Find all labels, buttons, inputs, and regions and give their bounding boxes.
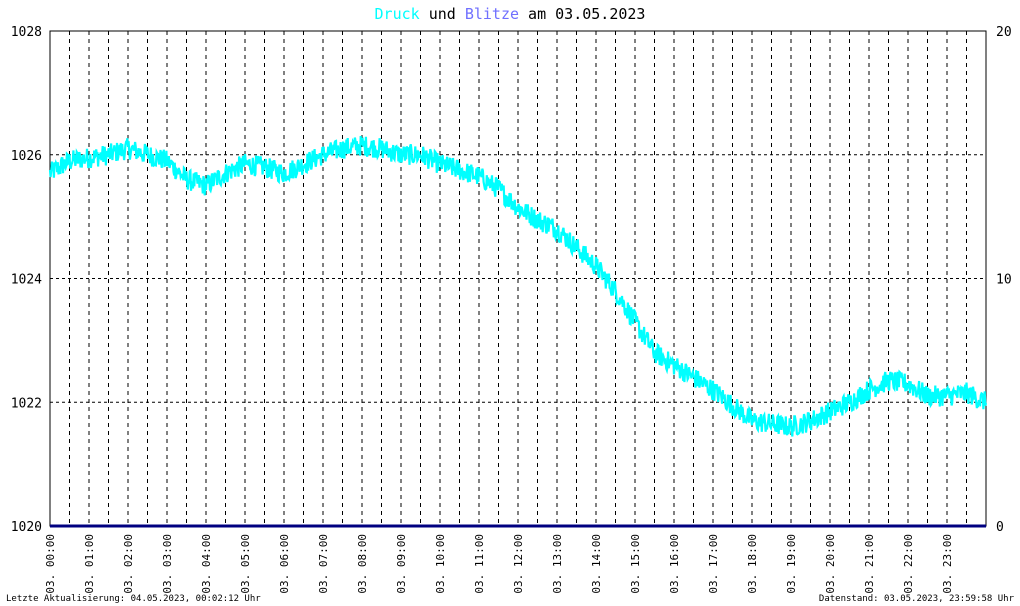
x-axis-ticks: 03. 00:00 03. 01:00 03. 02:00 03. 03:00 03. … [44,534,954,594]
x-tick-label: 03. 18:00 [746,534,759,594]
series-layer [48,135,988,528]
grid [49,30,987,527]
x-tick-label: 03. 20:00 [824,534,837,594]
x-tick-label: 03. 04:00 [200,534,213,594]
x-tick-label: 03. 12:00 [512,534,525,594]
title-und: und [420,5,465,23]
x-tick-label: 03. 22:00 [902,534,915,594]
footer-last-update: Letzte Aktualisierung: 04.05.2023, 00:02… [6,594,261,604]
title-druck: Druck [375,5,420,23]
x-tick-label: 03. 02:00 [122,534,135,594]
x-tick-label: 03. 11:00 [473,534,486,594]
x-tick-label: 03. 07:00 [317,534,330,594]
right-axis-ticks: 0 10 20 [996,25,1012,535]
x-tick-label: 03. 13:00 [551,534,564,594]
x-tick-label: 03. 16:00 [668,534,681,594]
x-tick-label: 03. 10:00 [434,534,447,594]
left-tick-label: 1026 [11,149,42,164]
left-tick-label: 1024 [11,273,42,288]
x-tick-label: 03. 19:00 [785,534,798,594]
right-tick-label: 20 [996,25,1012,40]
right-tick-label: 0 [996,520,1004,535]
left-tick-label: 1028 [11,25,42,40]
x-tick-label: 03. 09:00 [395,534,408,594]
chart-title: Druck und Blitze am 03.05.2023 [375,5,646,23]
x-tick-label: 03. 01:00 [83,534,96,594]
left-tick-label: 1020 [11,520,42,535]
x-tick-label: 03. 15:00 [629,534,642,594]
x-tick-label: 03. 23:00 [941,534,954,594]
x-tick-label: 03. 21:00 [863,534,876,594]
title-blitze: Blitze [465,5,519,23]
x-tick-label: 03. 00:00 [44,534,57,594]
footer-data-state: Datenstand: 03.05.2023, 23:59:58 Uhr [819,594,1015,604]
x-tick-label: 03. 08:00 [356,534,369,594]
x-tick-label: 03. 05:00 [239,534,252,594]
left-axis-ticks: 1020 1022 1024 1026 1028 [11,25,42,535]
x-tick-label: 03. 14:00 [590,534,603,594]
x-tick-label: 03. 06:00 [278,534,291,594]
right-tick-label: 10 [996,273,1012,288]
title-date: am 03.05.2023 [519,5,645,23]
series-druck-line [48,135,988,437]
x-tick-label: 03. 03:00 [161,534,174,594]
left-tick-label: 1022 [11,396,42,411]
x-tick-label: 03. 17:00 [707,534,720,594]
